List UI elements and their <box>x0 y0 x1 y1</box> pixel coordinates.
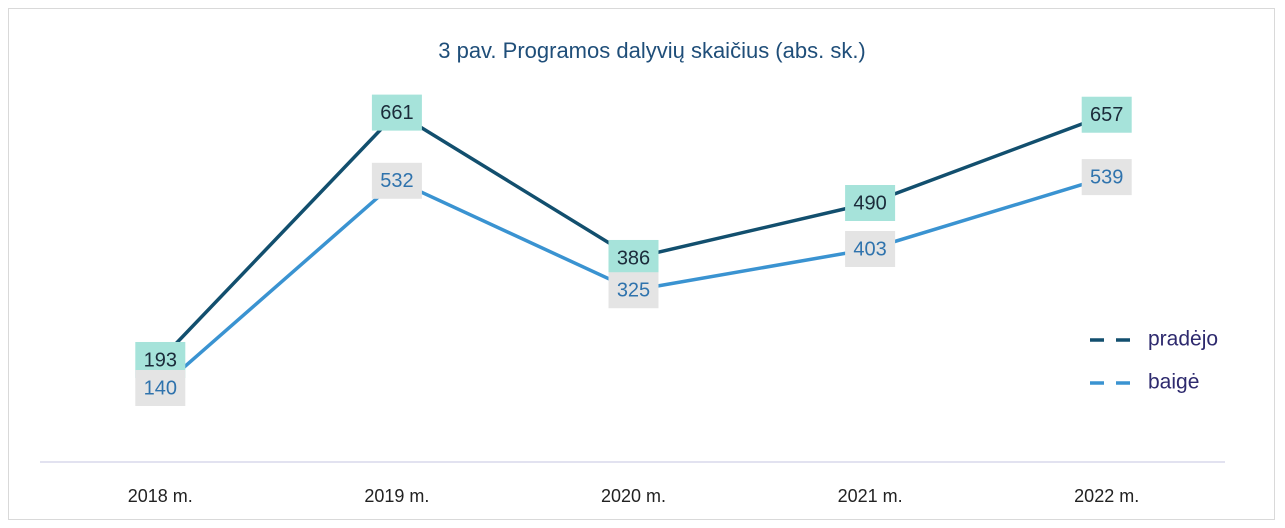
data-label: 532 <box>380 170 413 192</box>
data-label-bg <box>608 239 659 276</box>
chart-title: 3 pav. Programos dalyvių skaičius (abs. … <box>438 38 866 63</box>
data-label-bg <box>371 162 422 199</box>
data-label-bg <box>371 94 422 131</box>
data-label: 193 <box>144 349 177 371</box>
data-label-bg <box>135 370 186 406</box>
x-tick-label: 2018 m. <box>128 486 193 506</box>
data-label-bg <box>845 230 896 267</box>
data-label-bg <box>608 272 659 309</box>
data-label: 140 <box>144 377 177 399</box>
x-tick-label: 2019 m. <box>364 486 429 506</box>
x-tick-label: 2020 m. <box>601 486 666 506</box>
data-label-bg <box>845 185 896 221</box>
data-label: 661 <box>380 102 413 124</box>
data-label-bg <box>1081 96 1132 133</box>
data-label-bg <box>1081 159 1132 196</box>
x-tick-label: 2021 m. <box>838 486 903 506</box>
data-label: 403 <box>853 238 886 260</box>
data-label: 539 <box>1090 166 1123 188</box>
legend-label: baigė <box>1148 371 1199 394</box>
x-tick-label: 2022 m. <box>1074 486 1139 506</box>
data-label: 490 <box>853 192 886 214</box>
data-label: 325 <box>617 279 650 301</box>
data-label: 657 <box>1090 104 1123 126</box>
legend-label: pradėjo <box>1148 328 1218 351</box>
data-label: 386 <box>617 247 650 269</box>
